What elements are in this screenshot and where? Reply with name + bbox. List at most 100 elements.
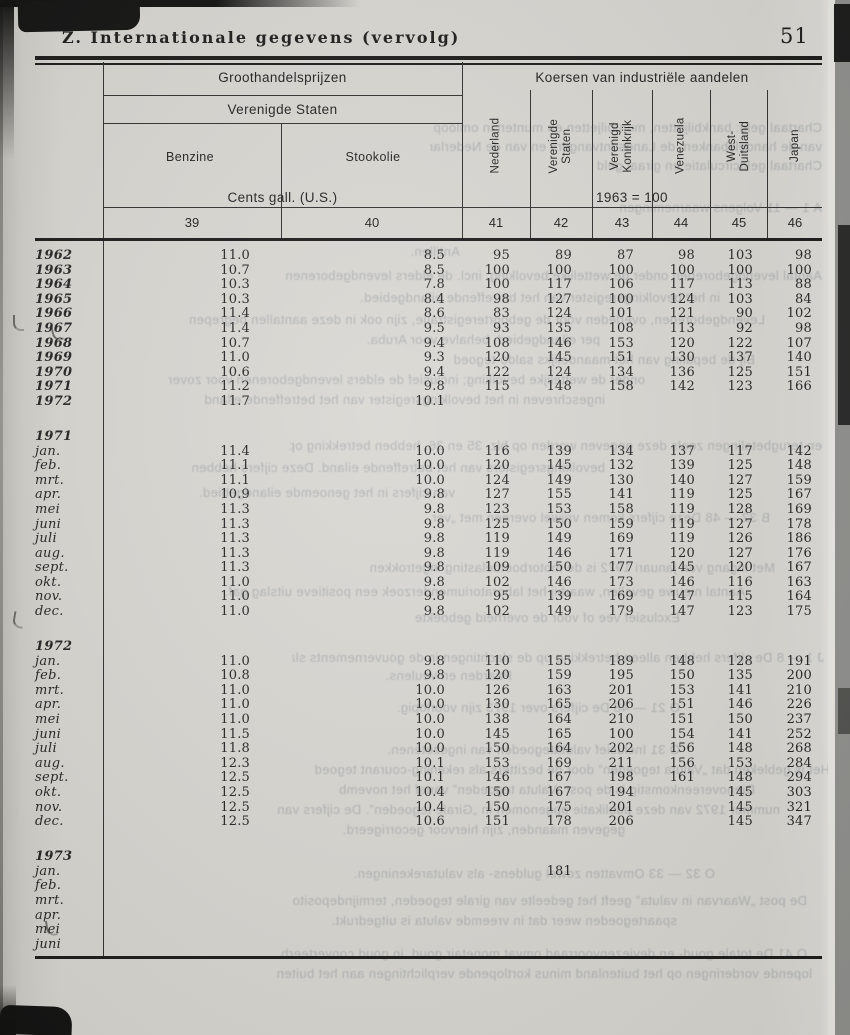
table-cell: 153 <box>727 755 753 771</box>
row-label: sept. <box>35 770 69 786</box>
table-cell: 146 <box>669 574 695 590</box>
row-label: 1967 <box>35 320 73 336</box>
table-cell: 12.5 <box>220 814 250 830</box>
table-cell: 128 <box>727 653 753 669</box>
table-cell: 145 <box>669 560 695 576</box>
table-cell: 10.4 <box>415 785 445 800</box>
table-cell: 137 <box>727 350 753 366</box>
row-label: 1962 <box>35 248 73 263</box>
section-year-header: 1971 <box>35 428 73 444</box>
table-cell: 127 <box>546 291 572 307</box>
table-cell: 237 <box>786 712 812 728</box>
table-cell: 123 <box>727 379 753 395</box>
table-cell: 202 <box>608 741 634 757</box>
row-label: juni <box>35 516 62 532</box>
table-vline-41-42 <box>530 90 531 240</box>
column-group-share-prices: Koersen van industriële aandelen <box>535 70 749 85</box>
table-cell: 93 <box>493 320 510 336</box>
table-cell: 150 <box>727 712 753 728</box>
table-cell: 9.8 <box>423 516 445 532</box>
table-cell: 119 <box>669 531 695 547</box>
table-cell: 159 <box>786 472 812 488</box>
table-cell: 10.0 <box>415 712 445 728</box>
table-cell: 11.1 <box>220 472 250 488</box>
table-cell: 126 <box>484 682 510 698</box>
table-cell: 11.0 <box>220 697 250 713</box>
scan-band-right-1 <box>834 4 850 62</box>
row-label: jan. <box>35 653 61 669</box>
table-cell: 11.7 <box>220 393 250 409</box>
table-row: aug. 12.3 10.1 153 169 211 156 153 284 <box>35 756 812 771</box>
table-hline-units <box>103 207 822 208</box>
table-bottom-rule <box>35 956 822 959</box>
table-row: okt. 12.5 10.4 150 167 194 145 303 <box>35 785 812 800</box>
page-edge-right <box>828 0 835 1035</box>
table-cell: 11.4 <box>220 320 250 336</box>
table-cell: 189 <box>608 653 634 669</box>
table-cell: 141 <box>727 726 753 742</box>
table-cell: 9.8 <box>423 604 445 620</box>
row-label: juli <box>35 741 57 757</box>
table-cell: 95 <box>493 248 510 263</box>
table-cell: 90 <box>736 306 753 322</box>
table-cell: 11.0 <box>220 248 250 263</box>
table-cell: 103 <box>727 248 753 263</box>
table-cell: 268 <box>786 741 812 757</box>
table-cell: 139 <box>546 443 572 459</box>
table-cell: 165 <box>546 726 572 742</box>
table-cell: 121 <box>669 306 695 322</box>
table-cell: 177 <box>608 560 634 576</box>
table-cell: 164 <box>546 712 572 728</box>
table-cell: 155 <box>546 487 572 503</box>
table-cell: 175 <box>786 604 812 620</box>
column-number: 39 <box>184 215 200 230</box>
table-row: feb. 10.8 9.8 120 159 195 150 135 200 <box>35 668 812 683</box>
row-label: juli <box>35 531 57 547</box>
table-cell: 102 <box>786 306 812 322</box>
table-cell: 146 <box>546 574 572 590</box>
scan-band-right-2 <box>838 225 850 425</box>
table-cell: 146 <box>546 335 572 351</box>
table-cell: 146 <box>727 697 753 713</box>
table-vline-44-45 <box>710 90 711 240</box>
table-cell: 137 <box>669 443 695 459</box>
table-cell: 120 <box>484 350 510 366</box>
table-cell: 123 <box>727 604 753 620</box>
table-cell: 125 <box>727 458 753 474</box>
table-cell: 119 <box>669 516 695 532</box>
row-label: sept. <box>35 560 69 576</box>
column-number: 43 <box>614 215 630 230</box>
scan-mark <box>13 315 24 331</box>
table-cell: 113 <box>727 277 753 293</box>
scan-edge-left <box>0 0 14 160</box>
row-label: 1966 <box>35 306 73 322</box>
table-cell: 148 <box>546 379 572 395</box>
table-cell: 9.8 <box>423 668 445 684</box>
table-cell: 150 <box>669 668 695 684</box>
table-cell: 122 <box>484 364 510 380</box>
table-row: juli 11.8 10.0 150 164 202 156 148 268 <box>35 741 812 756</box>
table-cell: 132 <box>608 458 634 474</box>
table-cell: 11.3 <box>220 545 250 561</box>
table-cell: 12.5 <box>220 785 250 800</box>
row-label: okt. <box>35 785 62 800</box>
column-header-benzine: Benzine <box>166 150 214 164</box>
table-row: jan. 11.4 10.0 116 139 134 137 117 142 <box>35 444 812 459</box>
table-cell: 10.1 <box>415 770 445 786</box>
table-cell: 201 <box>608 799 634 815</box>
table-cell: 150 <box>484 785 510 800</box>
table-cell: 9.5 <box>423 320 445 336</box>
table-cell: 134 <box>608 443 634 459</box>
table-cell: 148 <box>669 653 695 669</box>
row-label: apr. <box>35 697 62 713</box>
header-rule <box>35 56 822 65</box>
table-cell: 9.8 <box>423 589 445 605</box>
table-cell: 145 <box>484 726 510 742</box>
table-cell: 110 <box>484 653 510 669</box>
table-cell: 100 <box>727 262 753 278</box>
table-cell: 9.8 <box>423 545 445 561</box>
row-label: feb. <box>35 878 62 894</box>
table-cell: 10.0 <box>415 443 445 459</box>
table-cell: 294 <box>786 770 812 786</box>
table-cell: 9.8 <box>423 653 445 669</box>
